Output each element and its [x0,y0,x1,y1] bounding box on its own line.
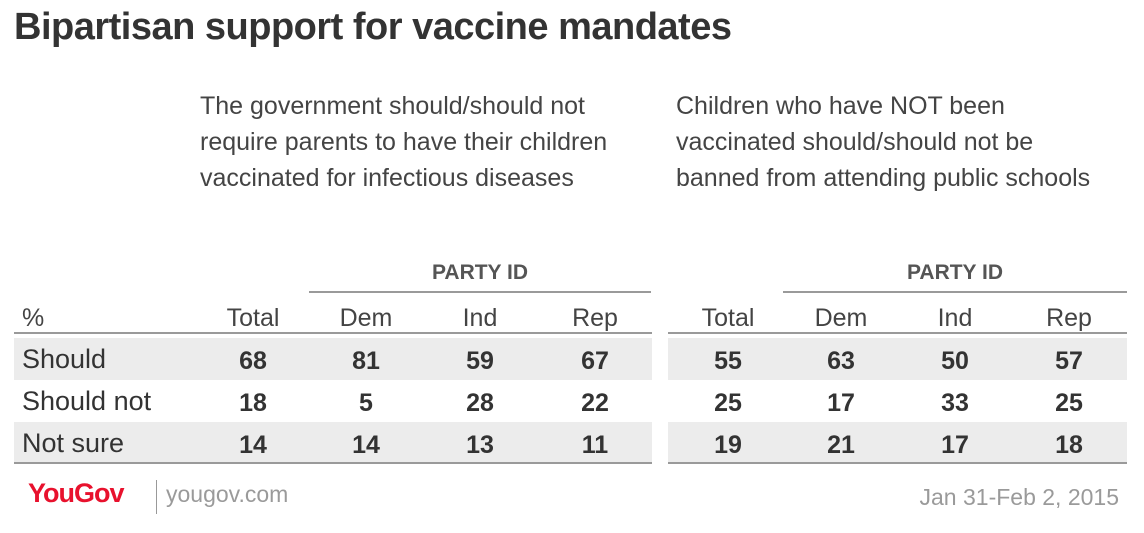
table-cell: 81 [352,347,380,375]
yougov-logo: YouGov [28,478,125,508]
table-cell: 21 [827,431,855,459]
table-cell: 22 [581,389,609,417]
logo-divider [156,480,157,514]
column-header-ind: Ind [937,304,973,332]
table-cell: 14 [239,431,267,459]
row-shade [668,338,1127,380]
table-cell: 55 [714,347,742,375]
table-cell: 57 [1055,347,1083,375]
chart-title: Bipartisan support for vaccine mandates [14,6,732,48]
party-id-header-2: PARTY ID [783,261,1127,293]
table-cell: 5 [359,389,373,417]
table-cell: 33 [941,389,969,417]
table-cell: 17 [827,389,855,417]
table-cell: 67 [581,347,609,375]
table-cell: 25 [1055,389,1083,417]
row-shade [668,422,1127,464]
table-bottom-rule [14,462,652,464]
table-cell: 63 [827,347,855,375]
table-cell: 19 [714,431,742,459]
row-shade [14,338,652,380]
table-cell: 50 [941,347,969,375]
table-cell: 13 [466,431,494,459]
percent-label: % [22,304,45,332]
table-top-rule [668,332,1127,334]
site-url: yougov.com [166,481,289,507]
column-header-rep: Rep [1046,304,1092,332]
column-header-ind: Ind [462,304,498,332]
column-header-dem: Dem [814,304,868,332]
table-cell: 59 [466,347,494,375]
column-header-total: Total [226,304,280,332]
table-top-rule [14,332,652,334]
column-header-rep: Rep [572,304,618,332]
table-bottom-rule [668,462,1127,464]
row-label-should-not: Should not [22,386,152,416]
column-header-total: Total [701,304,755,332]
table-cell: 68 [239,347,267,375]
table-cell: 28 [466,389,494,417]
survey-date: Jan 31-Feb 2, 2015 [919,484,1119,510]
party-id-header-1: PARTY ID [309,261,651,293]
table-cell: 14 [352,431,380,459]
row-label-not-sure: Not sure [22,428,125,458]
row-shade [14,422,652,464]
table-cell: 18 [1055,431,1083,459]
table-cell: 18 [239,389,267,417]
question-1: The government should/should not require… [200,92,608,192]
table-cell: 25 [714,389,742,417]
column-header-dem: Dem [339,304,393,332]
table-cell: 11 [581,431,609,459]
table-cell: 17 [941,431,969,459]
question-2: Children who have NOT been vaccinated sh… [676,92,1091,192]
row-label-should: Should [22,344,107,374]
